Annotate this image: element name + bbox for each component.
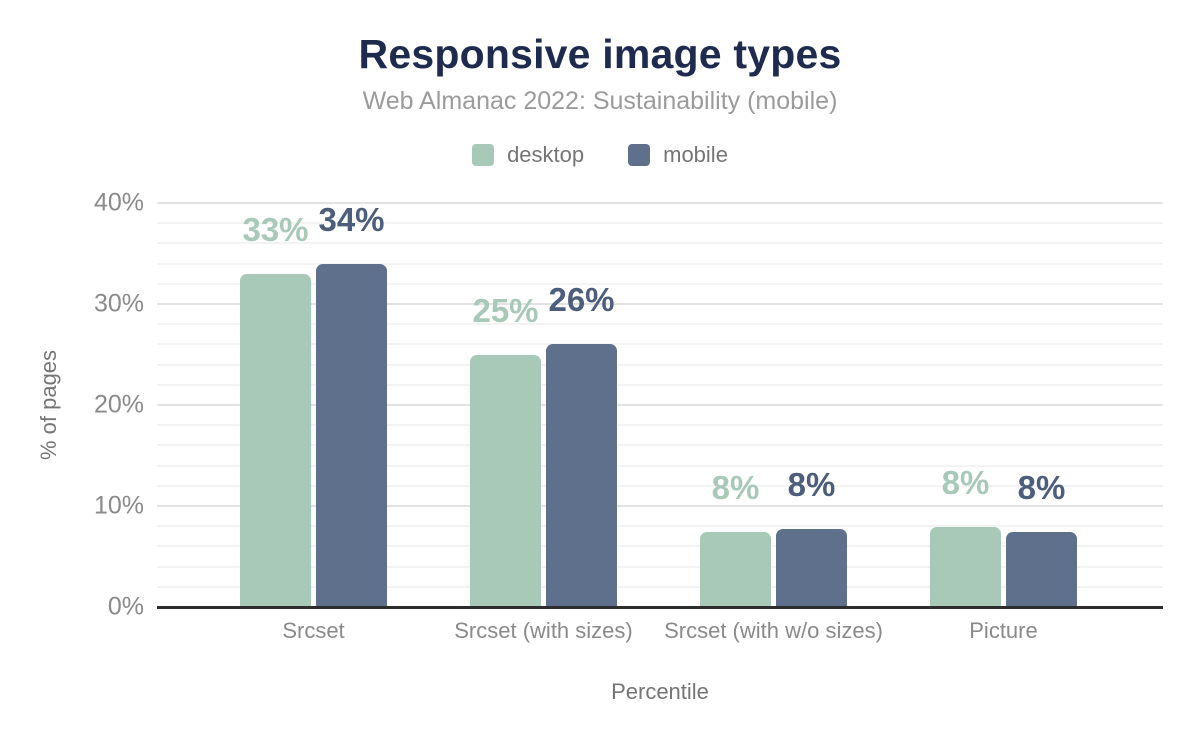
legend-item-mobile[interactable]: mobile bbox=[628, 142, 728, 168]
bar-value-label: 8% bbox=[787, 466, 836, 504]
x-axis-tick-label: Srcset bbox=[282, 618, 345, 643]
gridline-minor bbox=[157, 444, 1163, 447]
y-axis-title: % of pages bbox=[36, 349, 61, 461]
y-axis-tick-label: 0% bbox=[107, 592, 144, 621]
gridline-minor bbox=[157, 565, 1163, 568]
x-axis-tick-label: Srcset (with sizes) bbox=[454, 618, 633, 643]
bar-desktop-srcset-with-w-o-sizes[interactable]: 8% bbox=[700, 471, 771, 607]
chart-subtitle: Web Almanac 2022: Sustainability (mobile… bbox=[362, 87, 838, 115]
x-axis-tick-label: Picture bbox=[969, 618, 1038, 643]
y-axis-tick-label: 10% bbox=[93, 491, 144, 520]
gridline-minor bbox=[157, 323, 1163, 326]
bar-desktop-srcset-with-sizes[interactable]: 25% bbox=[470, 294, 541, 607]
bar-mobile-picture[interactable]: 8% bbox=[1006, 471, 1077, 607]
gridline-minor bbox=[157, 545, 1163, 548]
bar-group-srcset-with-w-o-sizes: 8% 8% bbox=[700, 203, 847, 607]
bar-desktop-picture[interactable]: 8% bbox=[930, 466, 1001, 607]
gridline-major bbox=[157, 505, 1163, 507]
gridline-minor bbox=[157, 242, 1163, 245]
gridline-major bbox=[157, 303, 1163, 305]
legend-swatch-desktop-icon bbox=[472, 144, 495, 166]
gridline-minor bbox=[157, 282, 1163, 285]
chart-title: Responsive image types bbox=[358, 31, 842, 77]
gridline-minor bbox=[157, 383, 1163, 386]
legend-label: mobile bbox=[663, 142, 728, 167]
gridline-minor bbox=[157, 525, 1163, 528]
x-axis-title: Percentile bbox=[611, 679, 709, 704]
bar-mobile-srcset-with-sizes[interactable]: 26% bbox=[546, 283, 617, 607]
bar-value-label: 26% bbox=[548, 281, 615, 319]
gridline-minor bbox=[157, 424, 1163, 427]
bar-desktop-srcset[interactable]: 33% bbox=[240, 213, 311, 607]
bar-value-label: 34% bbox=[318, 200, 385, 238]
bar-mobile-srcset[interactable]: 34% bbox=[316, 203, 387, 607]
bar-value-label: 25% bbox=[472, 291, 539, 329]
bar-value-label: 8% bbox=[941, 464, 990, 502]
gridline-major bbox=[157, 202, 1163, 204]
gridline-minor bbox=[157, 464, 1163, 467]
gridline-minor bbox=[157, 343, 1163, 346]
gridline-major bbox=[157, 404, 1163, 406]
gridline-minor bbox=[157, 222, 1163, 225]
x-axis-line bbox=[157, 606, 1163, 609]
gridline-minor bbox=[157, 585, 1163, 588]
legend-swatch-mobile-icon bbox=[628, 144, 651, 166]
gridline-minor bbox=[157, 363, 1163, 366]
bar-value-label: 33% bbox=[242, 210, 309, 248]
bar-mobile-srcset-with-w-o-sizes[interactable]: 8% bbox=[776, 468, 847, 607]
legend-label: desktop bbox=[507, 142, 585, 167]
bar-value-label: 8% bbox=[711, 469, 760, 507]
legend-item-desktop[interactable]: desktop bbox=[472, 142, 584, 168]
y-axis-tick-label: 40% bbox=[93, 188, 144, 217]
gridline-minor bbox=[157, 484, 1163, 487]
bar-group-srcset-with-sizes: 25% 26% bbox=[470, 203, 617, 607]
bar-group-picture: 8% 8% bbox=[930, 203, 1077, 607]
plot-area: 0% 10% 20% 30% 40% 33% 34% 25% 26% 8% 8% 8% 8% bbox=[94, 190, 1163, 619]
x-axis-tick-label: Srcset (with w/o sizes) bbox=[664, 618, 883, 643]
bar-group-srcset: 33% 34% bbox=[240, 203, 387, 607]
gridline-minor bbox=[157, 262, 1163, 265]
bar-value-label: 8% bbox=[1017, 469, 1066, 507]
y-axis-tick-label: 20% bbox=[93, 390, 144, 419]
y-axis-tick-label: 30% bbox=[93, 289, 144, 318]
legend: desktop mobile bbox=[0, 142, 1200, 168]
